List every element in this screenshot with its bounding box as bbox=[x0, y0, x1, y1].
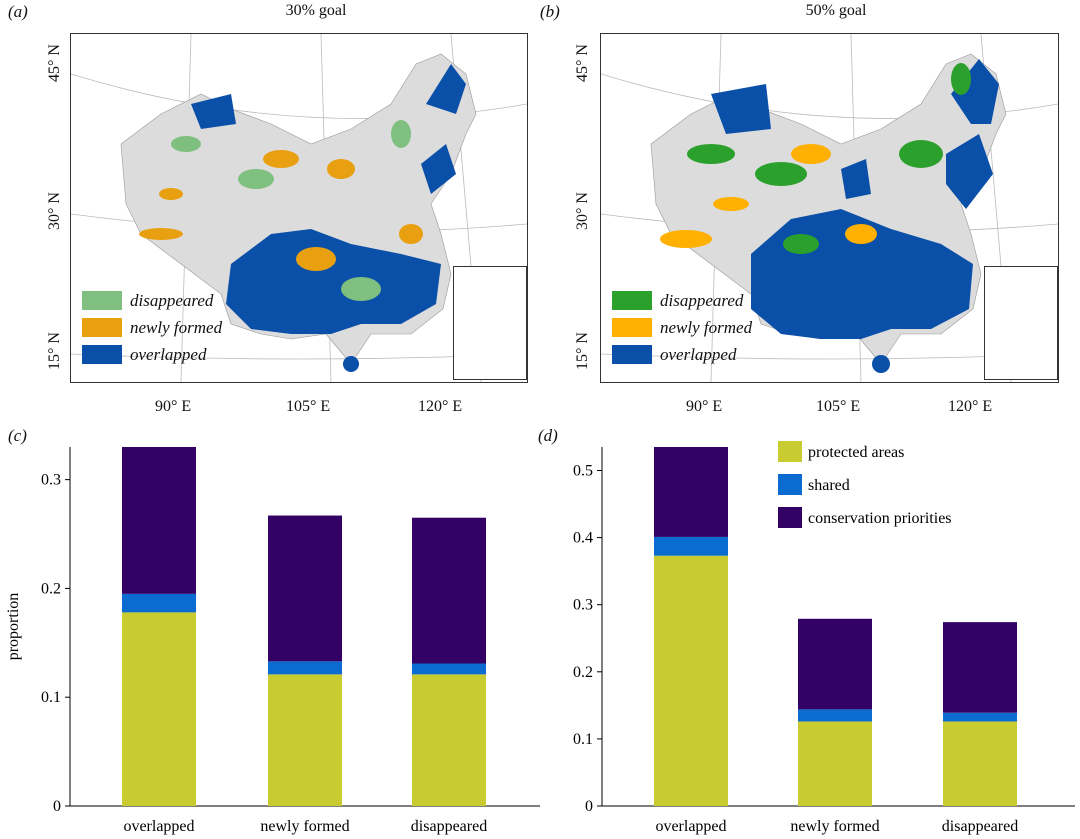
lat-label-30n-a: 30° N bbox=[46, 192, 63, 230]
bar-protected-areas-disappeared bbox=[943, 721, 1017, 806]
lon-label-90e-b: 90° E bbox=[686, 398, 723, 415]
legend-label: newly formed bbox=[660, 317, 753, 337]
lon-label-105e-a: 105° E bbox=[286, 398, 331, 415]
panel-label-c: (c) bbox=[8, 426, 27, 445]
legend-item-disappeared: disappeared bbox=[612, 287, 752, 314]
y-tick-label: 0.2 bbox=[573, 664, 593, 681]
y-tick-label: 0.2 bbox=[41, 580, 61, 597]
bar-conservation-priorities-disappeared bbox=[943, 622, 1017, 713]
legend-label: disappeared bbox=[130, 290, 214, 310]
y-tick-label: 0.4 bbox=[573, 530, 593, 547]
bar-chart-c: 0 0.1 0.2 0.3 proportion overlapped newly form… bbox=[5, 447, 540, 835]
legend-swatch bbox=[82, 345, 122, 364]
map-30-canvas bbox=[71, 34, 527, 382]
bar-shared-overlapped bbox=[654, 536, 728, 556]
y-tick-label: 0.3 bbox=[573, 597, 593, 614]
x-tick-label: overlapped bbox=[123, 818, 194, 835]
y-tick-label: 0.3 bbox=[41, 472, 61, 489]
y-tick-label: 0.1 bbox=[573, 731, 593, 748]
map-30-goal bbox=[70, 33, 528, 383]
bar-protected-areas-newly-formed bbox=[798, 721, 872, 806]
legend-swatch bbox=[82, 318, 122, 337]
newly-formed-areas bbox=[660, 144, 877, 248]
legend-swatch bbox=[612, 318, 652, 337]
lon-label-90e-a: 90° E bbox=[155, 398, 192, 415]
legend-swatch bbox=[82, 291, 122, 310]
y-tick-label: 0.1 bbox=[41, 689, 61, 706]
lon-label-120e-a: 120° E bbox=[418, 398, 463, 415]
bar-shared-disappeared bbox=[943, 712, 1017, 722]
map-legend-b: disappeared newly formed overlapped bbox=[612, 287, 752, 368]
x-tick-label: newly formed bbox=[790, 818, 879, 835]
legend-swatch bbox=[778, 507, 802, 528]
newly-formed-areas bbox=[139, 150, 423, 271]
legend-item-newly-formed: newly formed bbox=[612, 314, 752, 341]
legend-swatch bbox=[778, 474, 802, 495]
bar-conservation-priorities-overlapped bbox=[654, 447, 728, 537]
map-title-a: 30% goal bbox=[285, 2, 347, 19]
legend-label: disappeared bbox=[660, 290, 744, 310]
inset-map-south-china-sea bbox=[984, 266, 1058, 380]
y-axis-label: proportion bbox=[5, 593, 22, 661]
bar-conservation-priorities-newly-formed bbox=[798, 618, 872, 710]
bar-protected-areas-newly-formed bbox=[268, 674, 342, 806]
overlapped-areas bbox=[191, 64, 466, 372]
inset-map-south-china-sea bbox=[453, 266, 527, 380]
x-tick-label: newly formed bbox=[260, 818, 349, 835]
legend-label: protected areas bbox=[808, 444, 904, 461]
legend-item-overlapped: overlapped bbox=[612, 341, 752, 368]
bar-shared-newly-formed bbox=[268, 661, 342, 675]
map-title-b: 50% goal bbox=[805, 2, 867, 19]
x-tick-label: disappeared bbox=[411, 818, 487, 835]
legend-swatch bbox=[612, 291, 652, 310]
bar-protected-areas-overlapped bbox=[654, 555, 728, 806]
y-tick-label: 0.5 bbox=[573, 462, 593, 479]
disappeared-areas bbox=[687, 63, 971, 254]
lon-label-105e-b: 105° E bbox=[816, 398, 861, 415]
lat-label-15n-a: 15° N bbox=[46, 332, 63, 370]
bar-chart-d: 0 0.1 0.2 0.3 0.4 0.5 overlapped newly formed di… bbox=[573, 441, 1075, 835]
bar-shared-newly-formed bbox=[798, 709, 872, 722]
lon-label-120e-b: 120° E bbox=[948, 398, 993, 415]
panel-label-b: (b) bbox=[540, 2, 560, 21]
x-tick-label: disappeared bbox=[942, 818, 1018, 835]
bar-conservation-priorities-overlapped bbox=[122, 447, 196, 594]
legend-label: conservation priorities bbox=[808, 510, 952, 527]
lat-label-15n-b: 15° N bbox=[574, 332, 591, 370]
legend-swatch bbox=[778, 441, 802, 462]
lat-label-30n-b: 30° N bbox=[574, 192, 591, 230]
bar-protected-areas-disappeared bbox=[412, 674, 486, 806]
legend-item-disappeared: disappeared bbox=[82, 287, 222, 314]
y-tick-label: 0 bbox=[585, 798, 593, 815]
bar-conservation-priorities-disappeared bbox=[412, 517, 486, 664]
lat-label-45n-b: 45° N bbox=[574, 44, 591, 82]
map-50-goal bbox=[600, 33, 1059, 383]
map-legend-a: disappeared newly formed overlapped bbox=[82, 287, 222, 368]
legend-label: newly formed bbox=[130, 317, 223, 337]
legend-item-overlapped: overlapped bbox=[82, 341, 222, 368]
x-tick-label: overlapped bbox=[655, 818, 726, 835]
legend-label: overlapped bbox=[660, 344, 737, 364]
panel-label-d: (d) bbox=[538, 426, 558, 445]
bar-shared-overlapped bbox=[122, 593, 196, 613]
bar-protected-areas-overlapped bbox=[122, 612, 196, 806]
panel-label-a: (a) bbox=[8, 2, 28, 21]
bar-conservation-priorities-newly-formed bbox=[268, 515, 342, 662]
legend-label: overlapped bbox=[130, 344, 207, 364]
y-tick-label: 0 bbox=[53, 798, 61, 815]
bar-shared-disappeared bbox=[412, 663, 486, 675]
disappeared-areas bbox=[171, 120, 411, 301]
lat-label-45n-a: 45° N bbox=[46, 44, 63, 82]
map-50-canvas bbox=[601, 34, 1058, 382]
legend-item-newly-formed: newly formed bbox=[82, 314, 222, 341]
legend-label: shared bbox=[808, 477, 850, 494]
legend-swatch bbox=[612, 345, 652, 364]
